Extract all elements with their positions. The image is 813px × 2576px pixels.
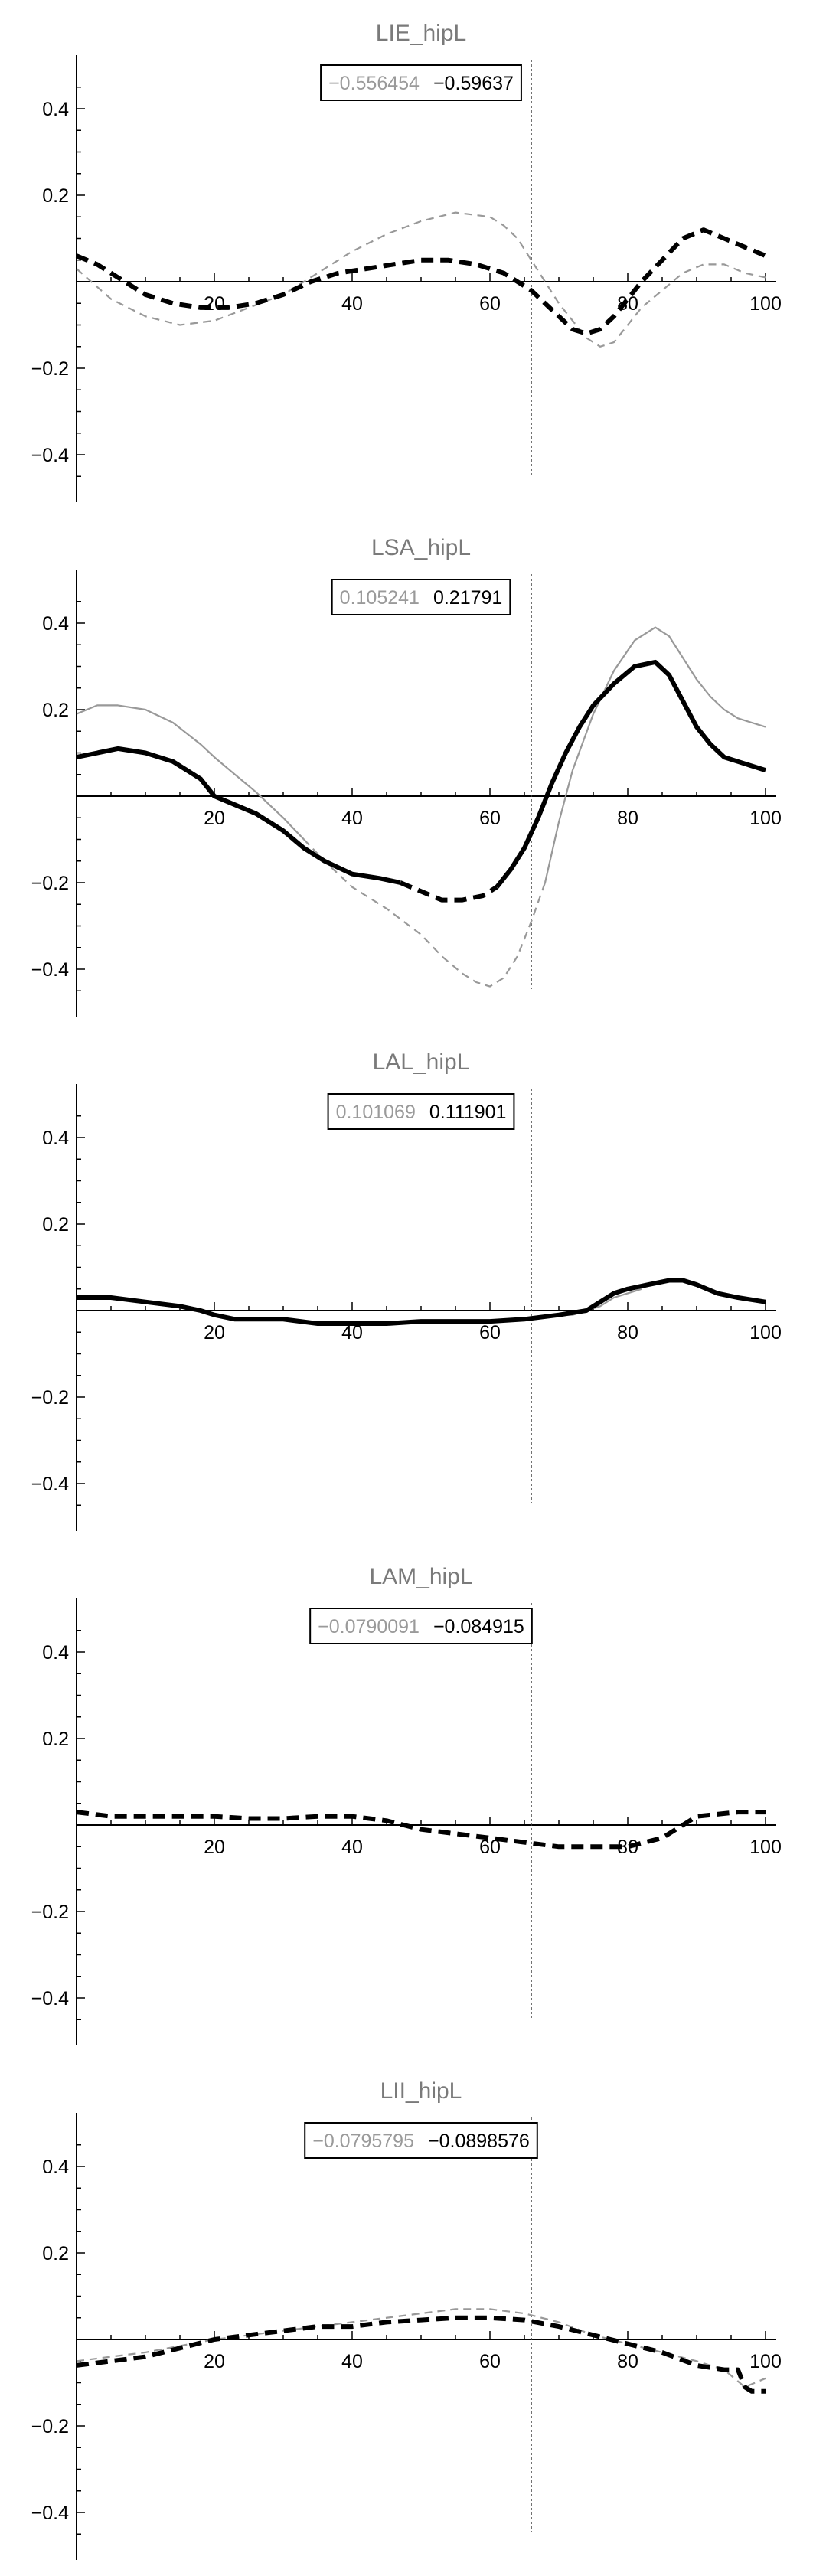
x-tick-label: 60 [479, 2351, 501, 2372]
x-tick-label: 40 [341, 293, 363, 315]
value-label-box: −0.556454 −0.59637 [320, 64, 522, 101]
value-label-box: 0.101069 0.111901 [327, 1093, 515, 1130]
x-tick-label: 20 [204, 1322, 225, 1344]
x-tick-label: 100 [749, 293, 782, 315]
x-tick-label: 100 [749, 1322, 782, 1344]
y-tick-label: −0.2 [31, 873, 69, 894]
y-tick-label: −0.4 [31, 1988, 69, 2010]
y-tick-label: −0.4 [31, 1474, 69, 1495]
series-b-line [399, 880, 498, 903]
y-tick-label: 0.2 [42, 1214, 69, 1236]
y-tick-label: 0.4 [42, 1128, 69, 1149]
value-label-box: −0.0790091 −0.084915 [309, 1608, 533, 1644]
chart-panel: LII_hipL −0.4 −0.2 0.2 0.4 20 40 60 80 100 −0.0795… [31, 2078, 782, 2560]
series-a-line [76, 211, 766, 348]
value-label-b: −0.084915 [433, 1616, 524, 1637]
y-tick-label: −0.4 [31, 959, 69, 981]
x-tick-label: 100 [749, 2351, 782, 2372]
series-a-line [303, 838, 547, 988]
series-b-line [76, 2315, 766, 2394]
value-box-frame [320, 64, 522, 101]
value-box-frame [331, 579, 511, 615]
x-tick-label: 20 [204, 1837, 225, 1858]
x-tick-label: 60 [479, 1322, 501, 1344]
chart-title: LII_hipL [380, 2078, 462, 2104]
value-label-a: 0.105241 [340, 587, 420, 609]
y-tick-label: 0.4 [42, 2156, 69, 2178]
value-box-frame [309, 1608, 533, 1644]
x-tick-label: 80 [617, 1322, 638, 1344]
y-tick-label: 0.4 [42, 1642, 69, 1663]
y-tick-label: 0.4 [42, 99, 69, 120]
y-tick-label: 0.2 [42, 1729, 69, 1750]
x-tick-label: 40 [341, 2351, 363, 2372]
chart-panel: LIE_hipL −0.4 −0.2 0.2 0.4 20 40 60 80 100 −0.5564… [31, 21, 782, 502]
value-box-frame [304, 2122, 538, 2159]
y-tick-label: −0.2 [31, 2416, 69, 2437]
value-label-b: −0.0898576 [428, 2130, 530, 2152]
y-tick-label: 0.2 [42, 2243, 69, 2264]
series-b-line [75, 227, 767, 336]
chart-title: LAL_hipL [373, 1050, 470, 1075]
y-tick-label: −0.2 [31, 358, 69, 380]
series-b-line [76, 746, 401, 885]
x-tick-label: 20 [204, 293, 225, 315]
x-tick-label: 40 [341, 808, 363, 829]
x-tick-label: 80 [617, 808, 638, 829]
value-label-a: −0.0795795 [312, 2130, 414, 2152]
chart-title: LAM_hipL [369, 1564, 472, 1589]
series-b-line [77, 1278, 766, 1326]
x-tick-label: 20 [204, 808, 225, 829]
y-tick-label: 0.2 [42, 185, 69, 207]
y-tick-label: −0.4 [31, 2503, 69, 2524]
y-tick-label: 0.2 [42, 700, 69, 721]
value-label-b: −0.59637 [433, 73, 514, 94]
series-b-line [76, 1810, 766, 1850]
x-tick-label: 60 [479, 293, 501, 315]
chart-panel: LAM_hipL−0.4−0.20.20.420 40 60 80 100−0.0790… [31, 1564, 782, 2045]
y-tick-label: −0.4 [31, 445, 69, 466]
value-label-a: 0.101069 [336, 1102, 416, 1123]
series-a-line [76, 704, 305, 841]
x-tick-label: 80 [617, 2351, 638, 2372]
x-tick-label: 40 [341, 1837, 363, 1858]
chart-title: LSA_hipL [371, 535, 471, 560]
chart-panel: LAL_hipL−0.4−0.20.20.420 40 60 80 1000.10106… [31, 1050, 782, 1531]
chart-title: LIE_hipL [376, 21, 466, 46]
value-label-a: −0.556454 [328, 73, 420, 94]
chart-panel: LSA_hipL −0.4 −0.2 0.2 0.4 20 40 60 80 100 0.10524… [31, 535, 782, 1017]
y-tick-label: −0.2 [31, 1902, 69, 1923]
series-a-line [544, 626, 766, 883]
x-tick-label: 20 [204, 2351, 225, 2372]
value-label-b: 0.21791 [433, 587, 502, 609]
value-label-a: −0.0790091 [318, 1616, 420, 1637]
y-tick-label: −0.2 [31, 1387, 69, 1409]
series-a-line [76, 2308, 766, 2388]
x-tick-label: 60 [479, 808, 501, 829]
value-box-frame [327, 1093, 515, 1130]
x-tick-label: 80 [617, 293, 638, 315]
series-b-line [495, 659, 766, 889]
value-label-box: −0.0795795 −0.0898576 [304, 2122, 538, 2159]
x-tick-label: 100 [749, 808, 782, 829]
value-label-box: 0.105241 0.21791 [331, 579, 511, 615]
value-label-b: 0.111901 [429, 1102, 507, 1123]
x-tick-label: 100 [749, 1837, 782, 1858]
y-tick-label: 0.4 [42, 613, 69, 635]
